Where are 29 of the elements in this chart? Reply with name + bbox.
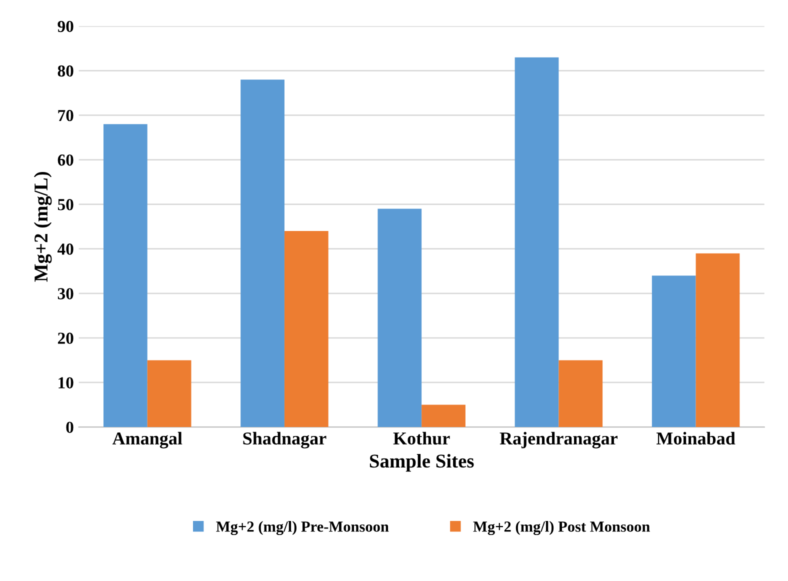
y-tick-label: 50 (58, 199, 74, 210)
y-tick-label: 60 (58, 154, 74, 166)
y-tick-label: 70 (58, 110, 74, 122)
y-tick-label: 0 (66, 422, 74, 433)
y-axis-title: Mg+2 (mg/L) (34, 172, 52, 282)
bar (240, 80, 284, 428)
y-tick-label: 40 (58, 244, 74, 255)
legend-label: Mg+2 (mg/l) Post Monsoon (473, 521, 650, 536)
bar (652, 276, 696, 428)
y-tick-label: 10 (58, 377, 74, 388)
bar (558, 360, 603, 428)
x-tick-label: Shadnagar (243, 432, 326, 448)
bar (147, 360, 192, 428)
x-tick-label: Kothur (393, 432, 450, 445)
bar (284, 231, 328, 428)
bar (422, 404, 466, 428)
x-axis-title: Sample Sites (370, 454, 474, 472)
legend-label: Mg+2 (mg/l) Pre-Monsoon (216, 521, 389, 536)
y-tick-label: 90 (58, 20, 74, 32)
x-tick-label: Rajendranagar (500, 432, 618, 448)
y-tick-label: 30 (58, 288, 74, 300)
x-tick-label: Moinabad (656, 432, 736, 445)
y-tick-label: 80 (58, 65, 74, 77)
x-tick-label: Amangal (112, 432, 182, 448)
bar (696, 253, 740, 428)
bar (103, 124, 148, 428)
bar (378, 208, 422, 428)
bar (514, 57, 559, 428)
y-tick-label: 20 (58, 332, 74, 344)
